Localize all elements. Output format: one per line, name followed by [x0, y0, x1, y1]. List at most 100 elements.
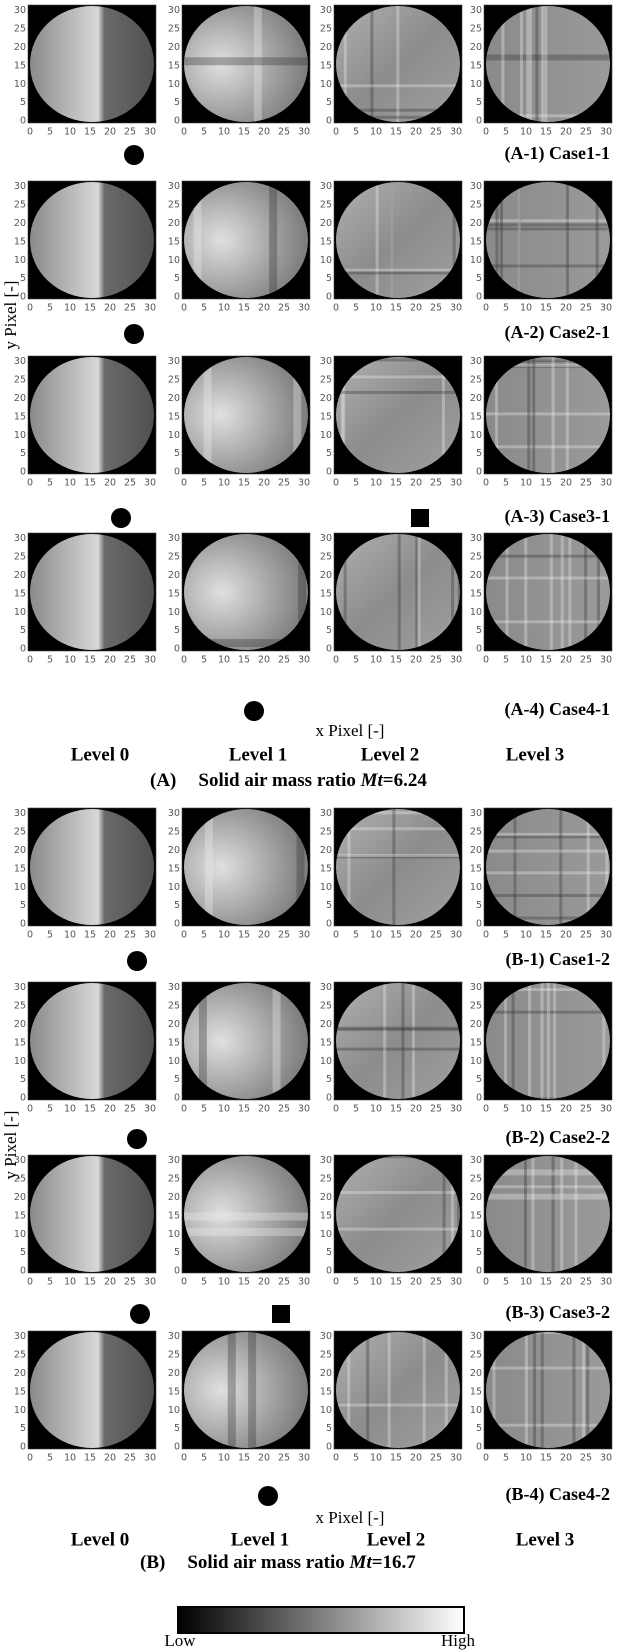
x-tick-label: 15 — [540, 1104, 552, 1115]
marker-circle — [124, 145, 144, 165]
streak — [486, 364, 610, 368]
x-tick-label: 10 — [520, 930, 532, 941]
y-tick-label: 25 — [320, 1173, 332, 1184]
x-tick-label: 25 — [430, 478, 442, 489]
streak — [336, 115, 460, 119]
streak — [336, 854, 460, 858]
streak — [336, 268, 460, 272]
y-tick-label: 5 — [326, 1247, 332, 1258]
x-tick-label: 20 — [258, 930, 270, 941]
streak — [336, 1047, 460, 1051]
streak — [375, 182, 379, 298]
x-tick-label: 10 — [64, 1453, 76, 1464]
x-tick-label: 20 — [410, 1277, 422, 1288]
x-tick-label: 30 — [450, 478, 462, 489]
panel-frame — [333, 1154, 463, 1274]
y-tick-label: 25 — [14, 374, 26, 385]
x-tick-label: 0 — [181, 303, 187, 314]
streak — [451, 534, 455, 650]
x-tick-label: 0 — [181, 930, 187, 941]
y-tick-label: 10 — [168, 430, 180, 441]
x-tick-label: 15 — [84, 1277, 96, 1288]
y-tick-label: 20 — [14, 393, 26, 404]
y-tick-label: 15 — [168, 588, 180, 599]
y-tick-label: 0 — [174, 292, 180, 303]
streak — [396, 6, 400, 122]
x-tick-label: 0 — [333, 478, 339, 489]
y-tick-label: 20 — [168, 845, 180, 856]
x-tick-label: 20 — [560, 127, 572, 138]
x-tick-label: 0 — [181, 127, 187, 138]
y-tick-label: 15 — [470, 1210, 482, 1221]
x-tick-label: 0 — [483, 655, 489, 666]
x-tick-label: 25 — [278, 1104, 290, 1115]
x-tick-label: 15 — [84, 127, 96, 138]
streak — [486, 1366, 610, 1370]
x-tick-label: 10 — [520, 478, 532, 489]
y-tick-label: 0 — [20, 292, 26, 303]
marker-circle — [127, 1129, 147, 1149]
panel-frame — [181, 1330, 311, 1450]
panel-texture — [184, 534, 308, 650]
streak — [486, 114, 610, 118]
x-tick-label: 30 — [600, 127, 612, 138]
streak — [572, 1332, 576, 1448]
x-tick-label: 15 — [84, 1453, 96, 1464]
panel-disk — [30, 357, 154, 473]
panel-disk — [184, 357, 308, 473]
y-tick-label: 20 — [168, 218, 180, 229]
x-tick-label: 20 — [410, 127, 422, 138]
marker-circle — [258, 1486, 278, 1506]
x-tick-label: 5 — [353, 1453, 359, 1464]
y-tick-label: 5 — [174, 1074, 180, 1085]
y-tick-label: 15 — [168, 1037, 180, 1048]
marker-square — [411, 509, 429, 527]
y-tick-label: 10 — [14, 1405, 26, 1416]
y-tick-label: 25 — [320, 374, 332, 385]
x-tick-label: 30 — [144, 1277, 156, 1288]
x-tick-label: 5 — [503, 930, 509, 941]
y-tick-label: 5 — [20, 448, 26, 459]
y-tick-label: 30 — [168, 181, 180, 192]
y-tick-label: 15 — [14, 863, 26, 874]
x-tick-label: 25 — [430, 930, 442, 941]
caption-var: Mt — [360, 770, 384, 791]
x-tick-label: 30 — [298, 1277, 310, 1288]
y-tick-label: 5 — [20, 1074, 26, 1085]
x-tick-label: 20 — [104, 127, 116, 138]
streak — [390, 182, 394, 298]
streak — [452, 182, 456, 298]
y-tick-label: 20 — [168, 1192, 180, 1203]
x-tick-label: 30 — [298, 303, 310, 314]
y-tick-label: 20 — [14, 1019, 26, 1030]
y-tick-label: 25 — [470, 1000, 482, 1011]
panel-disk — [336, 534, 460, 650]
streak — [486, 576, 610, 580]
streak — [486, 893, 610, 897]
x-tick-label: 30 — [144, 930, 156, 941]
panel-frame — [483, 355, 613, 475]
streak — [336, 827, 460, 831]
y-tick-label: 30 — [14, 533, 26, 544]
streak — [486, 849, 610, 853]
x-tick-label: 20 — [560, 1104, 572, 1115]
x-tick-label: 5 — [503, 1277, 509, 1288]
streak — [560, 534, 564, 650]
y-tick-label: 15 — [14, 588, 26, 599]
panel-frame — [27, 1154, 157, 1274]
streak — [535, 6, 539, 122]
x-tick-label: 0 — [483, 1104, 489, 1115]
x-tick-label: 0 — [181, 655, 187, 666]
x-tick-label: 10 — [370, 655, 382, 666]
x-tick-label: 15 — [238, 478, 250, 489]
x-tick-label: 30 — [298, 1104, 310, 1115]
y-tick-label: 25 — [470, 1349, 482, 1360]
panel-frame — [333, 4, 463, 124]
x-tick-label: 30 — [450, 1453, 462, 1464]
panel-disk — [486, 6, 610, 122]
panel-texture — [486, 983, 610, 1099]
x-tick-label: 10 — [520, 1453, 532, 1464]
streak — [527, 357, 531, 473]
x-tick-label: 0 — [27, 127, 33, 138]
